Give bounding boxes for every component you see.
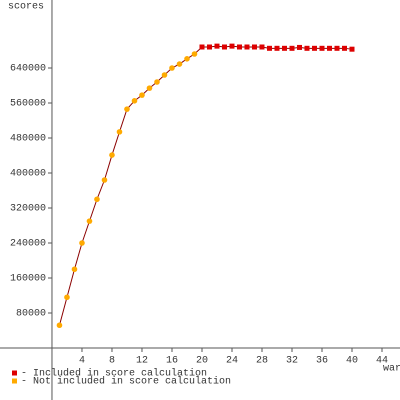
x-tick-label: 40 [346,356,358,367]
point [146,85,153,91]
point [341,45,347,51]
point [229,43,235,49]
x-axis-label: war [383,364,400,375]
point [169,65,175,71]
point [139,92,145,98]
point [289,45,295,51]
x-tick-label: 20 [196,356,208,367]
point [109,152,115,158]
x-tick-label: 44 [376,356,388,367]
y-tick-label: 160000 [10,274,46,285]
x-tick-label: 16 [166,356,178,367]
point [199,44,205,50]
x-tick-label: 36 [316,356,328,367]
point [124,106,130,112]
point [56,322,63,329]
y-tick-label: 80000 [16,309,46,320]
x-tick-label: 32 [286,356,298,367]
x-tick-label: 24 [226,356,238,367]
point [251,44,257,50]
point [311,45,317,51]
point [221,44,227,50]
point [79,240,85,246]
y-axis-label: scores [8,2,44,13]
point [236,44,242,50]
point [154,79,160,85]
point [334,45,340,51]
legend-swatch [12,370,17,376]
legend-swatch [12,378,17,384]
point [176,61,183,67]
point [214,43,220,49]
point [64,294,70,301]
point [191,51,198,57]
point [206,44,212,50]
point [161,72,168,78]
x-tick-label: 12 [136,356,148,367]
x-tick-label: 28 [256,356,268,367]
y-tick-label: 560000 [10,99,46,110]
point [281,45,287,51]
point [101,177,108,183]
point [304,45,310,51]
point [86,218,93,224]
x-tick-label: 8 [109,356,115,367]
point [259,44,265,50]
point [71,266,78,273]
y-tick-label: 320000 [10,204,46,215]
point [244,44,250,50]
point [184,56,190,62]
point [131,98,138,104]
point [326,45,332,51]
legend-label: - Not included in score calculation [21,376,231,388]
x-tick-label: 4 [79,356,85,367]
y-tick-label: 400000 [10,169,46,180]
y-tick-label: 480000 [10,134,46,145]
y-tick-label: 240000 [10,239,46,250]
point [266,45,272,51]
y-tick-label: 640000 [10,64,46,75]
point [296,44,302,50]
point [349,46,355,52]
point [116,129,123,135]
point [319,45,325,51]
legend-label: - Included in score calculation [21,368,207,380]
score-line [58,45,353,326]
point [274,45,280,51]
point [94,196,100,203]
